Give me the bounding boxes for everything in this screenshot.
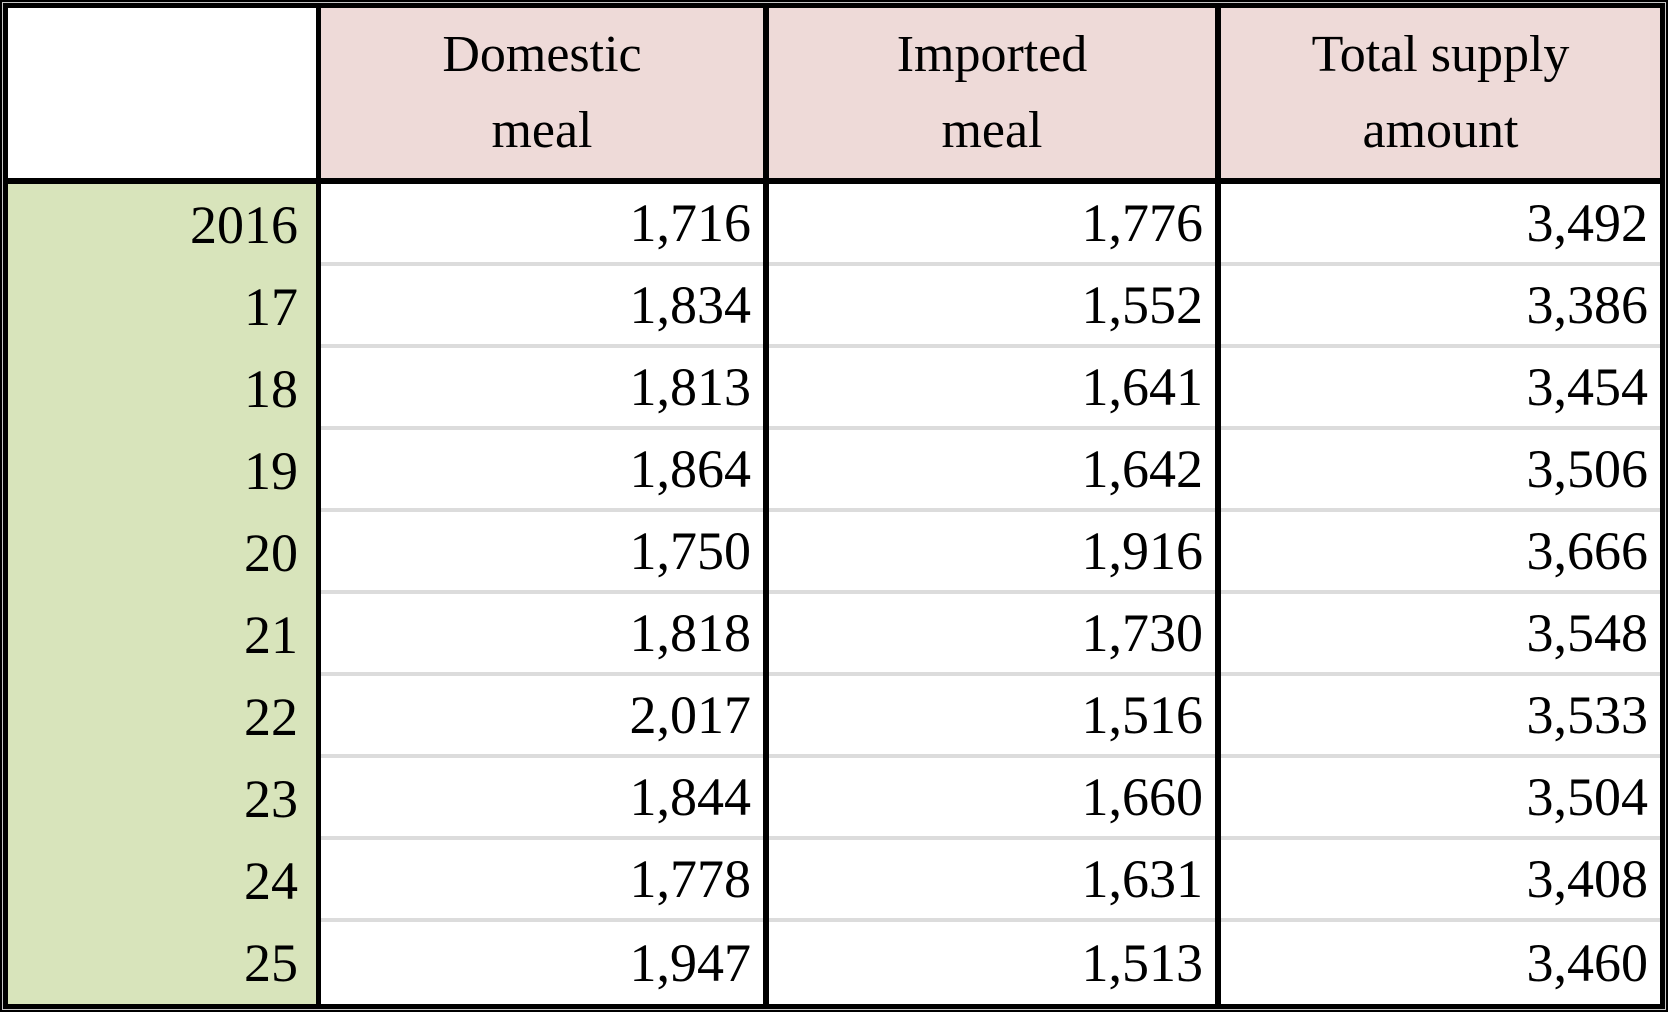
domestic-value-cell: 1,947 [321,922,763,1004]
imported-value-cell: 1,631 [769,840,1215,922]
column-separator-3 [1215,8,1221,1004]
imported-value-cell: 1,513 [769,922,1215,1004]
year-cell: 24 [8,840,316,922]
imported-value-cell: 1,660 [769,758,1215,840]
total-value-cell: 3,492 [1221,184,1660,266]
year-cell: 17 [8,266,316,348]
domestic-value-cell: 1,716 [321,184,763,266]
year-cell: 21 [8,594,316,676]
total-value-cell: 3,386 [1221,266,1660,348]
year-cell: 23 [8,758,316,840]
year-cell: 18 [8,348,316,430]
imported-value-cell: 1,730 [769,594,1215,676]
imported-value-cell: 1,916 [769,512,1215,594]
year-cell: 2016 [8,184,316,266]
domestic-value-cell: 1,750 [321,512,763,594]
total-value-cell: 3,548 [1221,594,1660,676]
column-separator-2 [763,8,769,1004]
year-cell: 22 [8,676,316,758]
corner-cell [8,8,316,178]
imported-value-cell: 1,776 [769,184,1215,266]
header-total-supply: Total supply amount [1221,8,1660,178]
total-value-cell: 3,533 [1221,676,1660,758]
total-value-cell: 3,408 [1221,840,1660,922]
header-domestic-meal: Domestic meal [321,8,763,178]
supply-table: Domestic meal Imported meal Total supply… [8,8,1660,1004]
imported-value-cell: 1,516 [769,676,1215,758]
total-value-cell: 3,460 [1221,922,1660,1004]
year-cell: 25 [8,922,316,1004]
domestic-value-cell: 1,778 [321,840,763,922]
year-cell: 19 [8,430,316,512]
imported-value-cell: 1,552 [769,266,1215,348]
column-separator-1 [316,8,321,1004]
total-value-cell: 3,454 [1221,348,1660,430]
header-divider [8,178,1660,184]
domestic-value-cell: 1,834 [321,266,763,348]
table-frame-inner: Domestic meal Imported meal Total supply… [3,3,1665,1009]
total-value-cell: 3,504 [1221,758,1660,840]
domestic-value-cell: 1,813 [321,348,763,430]
total-value-cell: 3,506 [1221,430,1660,512]
imported-value-cell: 1,641 [769,348,1215,430]
domestic-value-cell: 1,864 [321,430,763,512]
domestic-value-cell: 1,844 [321,758,763,840]
imported-value-cell: 1,642 [769,430,1215,512]
total-value-cell: 3,666 [1221,512,1660,594]
year-cell: 20 [8,512,316,594]
domestic-value-cell: 1,818 [321,594,763,676]
header-imported-meal: Imported meal [769,8,1215,178]
domestic-value-cell: 2,017 [321,676,763,758]
